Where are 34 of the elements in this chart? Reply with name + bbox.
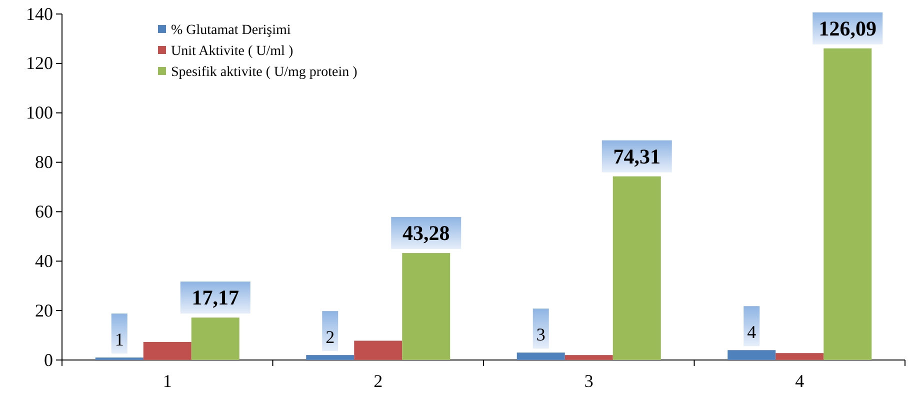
data-label: 74,31 bbox=[613, 144, 660, 168]
y-tick-label: 40 bbox=[35, 250, 53, 271]
y-tick-label: 0 bbox=[44, 350, 53, 370]
bar bbox=[776, 353, 824, 360]
x-tick-label: 4 bbox=[747, 322, 756, 342]
data-label: 43,28 bbox=[402, 221, 450, 246]
y-tick-label: 100 bbox=[26, 102, 53, 123]
y-tick-label: 120 bbox=[26, 53, 53, 74]
legend-label: Unit Aktivite ( U/ml ) bbox=[171, 44, 294, 59]
y-tick-label: 20 bbox=[35, 300, 53, 320]
bar bbox=[402, 253, 450, 360]
y-tick-label: 60 bbox=[35, 201, 53, 222]
bar bbox=[516, 352, 565, 360]
x-tick-label: 1 bbox=[114, 330, 124, 350]
data-label: 17,17 bbox=[192, 286, 239, 310]
data-label: 3 bbox=[584, 370, 594, 391]
bar bbox=[564, 355, 613, 360]
y-tick-label: 140 bbox=[26, 4, 53, 24]
bar bbox=[728, 350, 776, 360]
x-tick-label: 2 bbox=[326, 327, 335, 348]
bar bbox=[824, 48, 872, 360]
legend-label: % Glutamat Derişimi bbox=[171, 23, 291, 38]
bar bbox=[612, 176, 661, 360]
bar bbox=[191, 318, 240, 360]
bar bbox=[143, 342, 192, 360]
bar bbox=[306, 355, 354, 360]
y-tick-label: 80 bbox=[35, 152, 53, 172]
data-label: 2 bbox=[374, 370, 383, 391]
data-label: 126,09 bbox=[818, 16, 876, 40]
bar bbox=[354, 340, 402, 360]
legend-label: Spesifik aktivite ( U/mg protein ) bbox=[171, 65, 358, 80]
data-label: 1 bbox=[162, 370, 172, 391]
data-label: 4 bbox=[795, 370, 804, 391]
x-tick-label: 3 bbox=[536, 324, 546, 345]
